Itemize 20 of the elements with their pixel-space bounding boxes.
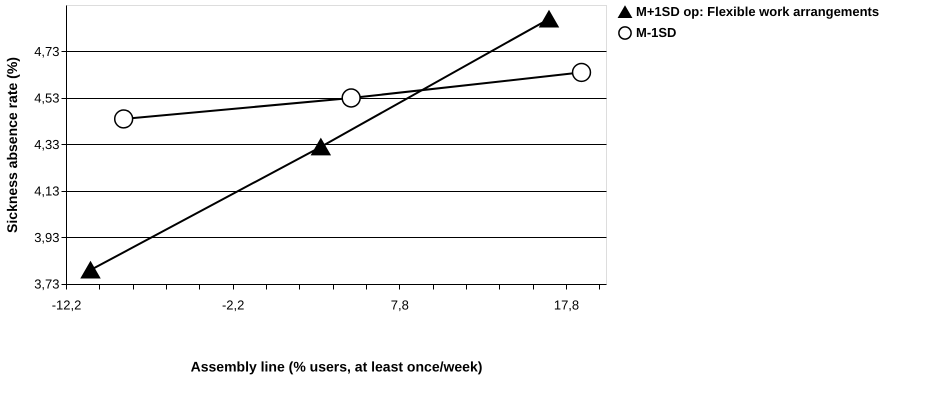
point xyxy=(311,138,331,156)
point xyxy=(341,88,361,108)
x-tick-label: 17,8 xyxy=(554,298,580,312)
x-tick-label: -2,2 xyxy=(222,298,244,312)
y-tick-label: 4,73 xyxy=(34,44,60,59)
legend-label: M+1SD op: Flexible work arrangements xyxy=(636,4,880,19)
point xyxy=(80,262,100,279)
y-tick-label: 4,53 xyxy=(34,90,60,106)
x-tick-label: -12,2 xyxy=(52,298,82,312)
point xyxy=(572,62,592,82)
y-tick-label: 4,13 xyxy=(34,184,60,198)
y-tick-label: 3,73 xyxy=(34,276,60,292)
x-axis-title: Assembly line (% users, at least once/week) xyxy=(190,358,482,374)
y-tick-label: 3,93 xyxy=(34,230,60,245)
legend-label: M-1SD xyxy=(636,25,676,40)
point xyxy=(539,10,559,28)
y-axis-title: Sickness absence rate (%) xyxy=(4,57,20,233)
point xyxy=(114,109,134,129)
y-tick-label: 4,33 xyxy=(34,137,60,152)
x-tick-label: 7,8 xyxy=(390,298,409,312)
